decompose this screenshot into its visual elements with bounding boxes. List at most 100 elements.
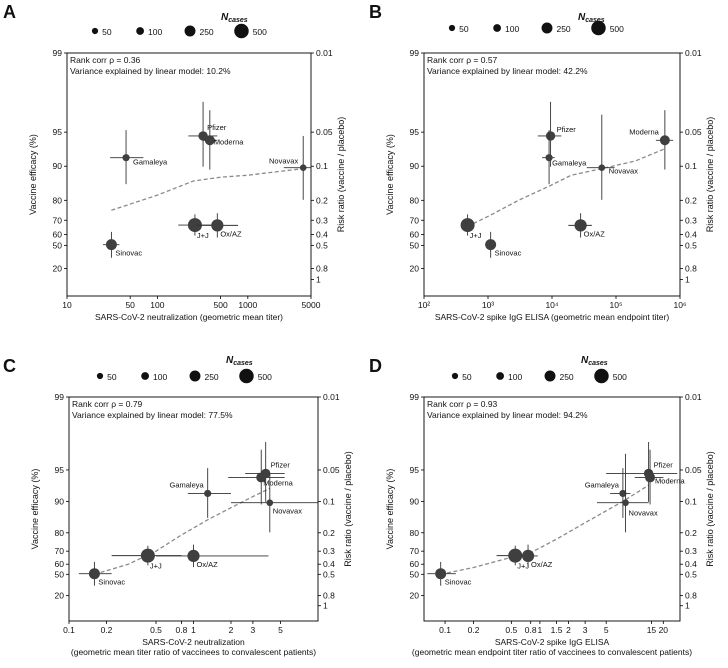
point-sinovac — [105, 239, 117, 251]
y-right-tick-label: 1 — [316, 274, 321, 284]
y-left-tick-label: 70 — [53, 215, 63, 225]
y-left-tick-label: 60 — [55, 559, 65, 569]
y-left-label: Vaccine efficacy (%) — [30, 469, 40, 550]
legend-marker — [141, 372, 150, 380]
point-label: Novavax — [269, 157, 298, 166]
x-tick-label: 10³ — [482, 300, 494, 310]
point-label: Moderna — [629, 127, 659, 136]
legend-label: 250 — [199, 27, 213, 37]
y-right-tick-label: 0.01 — [685, 48, 702, 58]
legend-label: 500 — [613, 372, 627, 382]
legend-title-sub: cases — [233, 360, 253, 367]
legend-label: 100 — [148, 27, 162, 37]
legend-label: 500 — [253, 27, 267, 37]
point-gamaleya — [619, 489, 627, 498]
legend-label: 100 — [153, 372, 167, 382]
legend-marker — [234, 23, 249, 39]
y-left-label: Vaccine efficacy (%) — [385, 469, 395, 550]
x-tick-label: 10² — [418, 300, 430, 310]
y-left-tick-label: 95 — [410, 127, 420, 137]
y-left-tick-label: 99 — [410, 48, 420, 58]
point-jj — [460, 218, 475, 233]
point-novavax — [598, 164, 606, 172]
y-left-tick-label: 50 — [53, 240, 63, 250]
point-label: Pfizer — [654, 460, 674, 469]
stats-text: Rank corr ρ = 0.79 — [72, 399, 143, 409]
panel-a: A Ncases 50 100 250 500 Rank corr ρ = 0.36Vari… — [3, 2, 346, 322]
point-label: Ox/AZ — [531, 560, 553, 569]
y-left-tick-label: 60 — [410, 229, 420, 239]
panel-letter: D — [369, 356, 382, 376]
y-left-tick-label: 50 — [55, 569, 65, 579]
point-label: J+J — [197, 231, 209, 240]
y-left-tick-label: 99 — [55, 392, 65, 402]
point-oxaz — [521, 549, 535, 563]
point-label: Novavax — [609, 167, 638, 176]
point-oxaz — [574, 219, 587, 232]
fit-line — [440, 484, 649, 575]
y-left-tick-label: 70 — [410, 215, 420, 225]
y-right-tick-label: 0.3 — [685, 546, 697, 556]
point-label: Novavax — [273, 507, 302, 516]
x-tick-label: 1.5 — [551, 625, 563, 635]
y-right-label: Risk ratio (vaccine / placebo) — [343, 451, 353, 567]
x-tick-label: 500 — [214, 300, 228, 310]
y-left-tick-label: 80 — [53, 195, 63, 205]
point-label: Pfizer — [207, 123, 227, 132]
x-tick-label: 5 — [278, 625, 283, 635]
plot-frame — [66, 52, 312, 297]
legend-marker — [184, 25, 196, 37]
point-pfizer — [545, 131, 556, 141]
y-right-tick-label: 0.1 — [685, 496, 697, 506]
x-tick-label: 2 — [229, 625, 234, 635]
point-label: Moderna — [214, 137, 244, 146]
fit-line — [467, 148, 666, 227]
y-left-tick-label: 90 — [410, 496, 420, 506]
point-label: Novavax — [629, 509, 658, 518]
point-jj — [187, 218, 202, 233]
point-label: Gamaleya — [169, 480, 204, 489]
legend-title: Ncases — [221, 12, 248, 24]
point-jj — [508, 548, 523, 563]
y-left-tick-label: 90 — [55, 496, 65, 506]
point-label: Ox/AZ — [220, 229, 242, 238]
y-right-tick-label: 0.3 — [685, 215, 697, 225]
legend-label: 500 — [258, 372, 272, 382]
legend-marker — [544, 370, 556, 382]
plot-frame — [423, 52, 681, 297]
x-tick-label: 0.2 — [101, 625, 113, 635]
x-tick-label: 2 — [566, 625, 571, 635]
point-gamaleya — [122, 154, 130, 162]
point-oxaz — [211, 219, 224, 232]
x-tick-label: 3 — [251, 625, 256, 635]
y-left-tick-label: 70 — [410, 546, 420, 556]
x-tick-label: 15 — [647, 625, 657, 635]
y-right-tick-label: 0.5 — [685, 240, 697, 250]
y-right-tick-label: 1 — [323, 601, 328, 611]
legend-marker — [541, 22, 553, 34]
legend-label: 50 — [102, 27, 112, 37]
point-moderna — [659, 135, 670, 146]
point-label: Pfizer — [271, 460, 291, 469]
y-right-tick-label: 0.05 — [685, 465, 702, 475]
x-tick-label: 1 — [538, 625, 543, 635]
legend-label: 100 — [505, 24, 519, 34]
y-left-tick-label: 60 — [410, 559, 420, 569]
x-label: SARS-CoV-2 spike IgG ELISA — [495, 637, 610, 647]
legend-marker — [496, 372, 505, 380]
y-left-tick-label: 50 — [410, 569, 420, 579]
x-tick-label: 20 — [659, 625, 669, 635]
y-right-label: Risk ratio (vaccine / placebo) — [705, 451, 715, 567]
point-novavax — [266, 499, 274, 507]
legend-marker — [594, 368, 609, 384]
legend-label: 50 — [459, 24, 469, 34]
stats-text: Rank corr ρ = 0.57 — [427, 55, 498, 65]
y-right-tick-label: 0.4 — [685, 229, 697, 239]
y-right-tick-label: 0.3 — [323, 546, 335, 556]
point-novavax — [299, 164, 307, 172]
size-legend: Ncases 50 100 250 500 — [451, 355, 627, 384]
point-label: Ox/AZ — [197, 560, 219, 569]
panel-letter: A — [3, 2, 16, 22]
x-tick-label: 5 — [604, 625, 609, 635]
